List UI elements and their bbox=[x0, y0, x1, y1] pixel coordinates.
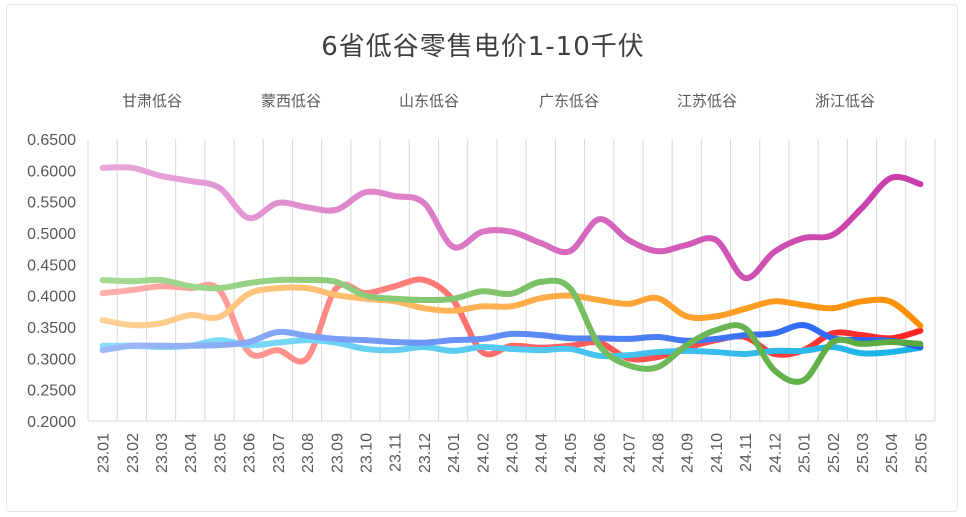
y-tick-label: 0.5500 bbox=[27, 195, 76, 212]
legend-label: 广东低谷 bbox=[539, 92, 599, 110]
x-tick-label: 23.01 bbox=[96, 433, 113, 473]
x-tick-label: 23.07 bbox=[271, 433, 288, 473]
y-tick-label: 0.2500 bbox=[27, 383, 76, 400]
y-tick-label: 0.3500 bbox=[27, 320, 76, 337]
x-tick-label: 24.02 bbox=[475, 433, 492, 473]
y-tick-label: 0.4000 bbox=[27, 289, 76, 306]
x-tick-label: 24.05 bbox=[563, 433, 580, 473]
y-tick-label: 0.6500 bbox=[27, 132, 76, 149]
y-tick-label: 0.6000 bbox=[27, 163, 76, 180]
x-tick-label: 24.04 bbox=[534, 433, 551, 473]
legend-label: 山东低谷 bbox=[399, 92, 459, 110]
x-tick-label: 23.08 bbox=[300, 433, 317, 473]
y-tick-label: 0.5000 bbox=[27, 226, 76, 243]
x-tick-label: 25.05 bbox=[913, 433, 930, 473]
x-tick-label: 23.03 bbox=[154, 433, 171, 473]
y-tick-label: 0.4500 bbox=[27, 257, 76, 274]
x-tick-label: 24.01 bbox=[446, 433, 463, 473]
x-tick-label: 23.05 bbox=[212, 433, 229, 473]
x-tick-label: 25.04 bbox=[884, 433, 901, 473]
legend-label: 浙江低谷 bbox=[815, 92, 875, 110]
series-line-1 bbox=[99, 276, 924, 365]
y-tick-label: 0.2000 bbox=[27, 414, 76, 431]
x-tick-label: 23.11 bbox=[388, 433, 405, 472]
x-tick-label: 24.03 bbox=[505, 433, 522, 473]
x-tick-label: 25.01 bbox=[797, 433, 814, 473]
x-tick-label: 24.11 bbox=[738, 433, 755, 472]
x-tick-label: 24.07 bbox=[621, 433, 638, 473]
chart-card bbox=[6, 4, 958, 512]
x-tick-label: 23.12 bbox=[417, 433, 434, 473]
x-tick-label: 24.06 bbox=[592, 433, 609, 473]
series-line-2 bbox=[99, 284, 924, 329]
y-tick-label: 0.3000 bbox=[27, 351, 76, 368]
x-tick-label: 23.10 bbox=[358, 433, 375, 473]
x-tick-label: 24.10 bbox=[709, 433, 726, 473]
legend-label: 蒙西低谷 bbox=[261, 92, 321, 110]
x-tick-label: 23.04 bbox=[183, 433, 200, 473]
legend-label: 江苏低谷 bbox=[677, 92, 737, 110]
x-tick-label: 23.02 bbox=[125, 433, 142, 473]
x-tick-label: 24.09 bbox=[680, 433, 697, 473]
series-line-4 bbox=[99, 322, 924, 354]
x-tick-label: 24.12 bbox=[767, 433, 784, 473]
x-tick-label: 25.03 bbox=[855, 433, 872, 473]
x-tick-label: 23.09 bbox=[329, 433, 346, 473]
chart-title: 6省低谷零售电价1-10千伏 bbox=[321, 32, 645, 62]
x-tick-label: 23.06 bbox=[242, 433, 259, 473]
series-line-5 bbox=[99, 276, 924, 385]
series-line-0 bbox=[99, 164, 924, 282]
x-tick-label: 25.02 bbox=[826, 433, 843, 473]
legend-label: 甘肃低谷 bbox=[122, 92, 182, 110]
x-tick-label: 24.08 bbox=[651, 433, 668, 473]
